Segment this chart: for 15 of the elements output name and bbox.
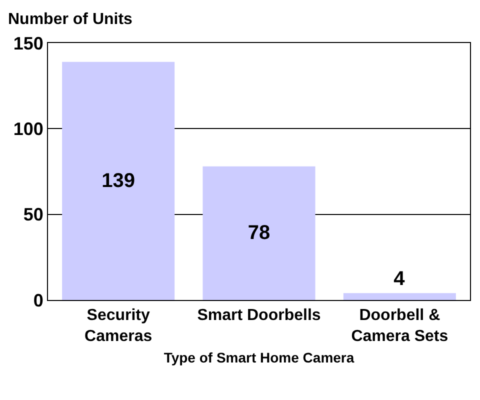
x-tick-label: Smart Doorbells bbox=[197, 307, 321, 324]
y-axis-title: Number of Units bbox=[8, 11, 133, 28]
data-label: 78 bbox=[248, 222, 270, 244]
y-tick-label: 150 bbox=[13, 33, 44, 54]
data-label: 4 bbox=[394, 268, 406, 290]
y-tick-label: 50 bbox=[23, 204, 44, 225]
x-tick-label: Doorbell & Camera Sets bbox=[351, 307, 448, 345]
y-tick-label: 100 bbox=[13, 118, 44, 139]
bar bbox=[343, 293, 456, 300]
y-tick-label: 0 bbox=[33, 290, 44, 310]
data-label: 139 bbox=[102, 170, 136, 192]
bar bbox=[202, 166, 316, 300]
x-tick-label: Security Cameras bbox=[84, 307, 152, 345]
x-axis-title: Type of Smart Home Camera bbox=[164, 349, 354, 366]
bar bbox=[62, 62, 175, 300]
